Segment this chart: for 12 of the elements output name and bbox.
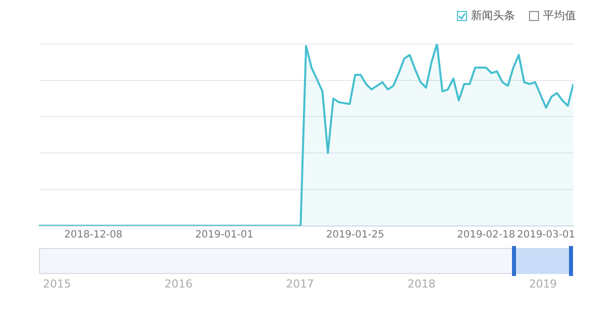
x-tick-label: 2019-01-01	[195, 229, 254, 240]
x2-tick-label: 2015	[43, 277, 72, 290]
x-tick-label: 2019-01-25	[326, 229, 384, 240]
x-tick-label: 2019-02-18	[456, 229, 516, 240]
x-tick-label: 2019-03-01	[516, 229, 576, 240]
x2-tick-label: 2016	[164, 277, 193, 290]
legend-label: 新闻头条	[471, 9, 515, 22]
x2-tick-label: 2019	[528, 277, 557, 290]
x2-tick-label: 2018	[407, 277, 436, 290]
text: 平均值	[543, 9, 576, 22]
x-tick-label: 2018-12-08	[64, 229, 122, 240]
x2-tick-label: 2017	[286, 277, 314, 290]
